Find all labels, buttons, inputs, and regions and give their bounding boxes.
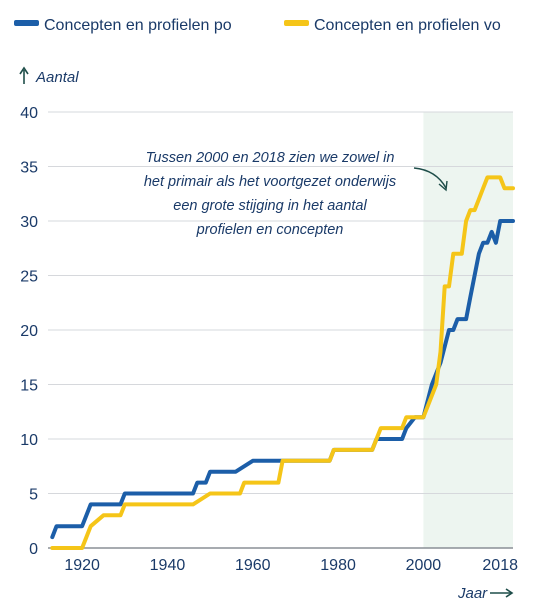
y-tick-label-25: 25 [20,269,38,286]
annotation-line-4: profielen en concepten [196,222,344,238]
annotation-arrow-icon [413,167,448,192]
y-tick-label-40: 40 [20,105,38,122]
annotation-line-2: het primair als het voortgezet onderwijs [144,174,396,190]
y-tick-label-0: 0 [29,541,38,558]
y-tick-label-20: 20 [20,323,38,340]
legend-label-vo: Concepten en profielen vo [314,17,501,34]
legend: Concepten en profielen po Concepten en p… [14,17,501,34]
legend-item-po[interactable]: Concepten en profielen po [14,17,232,34]
x-tick-label-1920: 1920 [64,557,100,574]
y-tick-label-35: 35 [20,160,38,177]
series-line-vo [50,175,515,550]
up-arrow-icon [19,66,29,84]
x-tick-label-2000: 2000 [406,557,442,574]
y-tick-label-5: 5 [29,487,38,504]
x-tick-labels: 1920 1940 1960 1980 2000 2018 [64,557,518,574]
annotation: Tussen 2000 en 2018 zien we zowel in het… [144,150,448,238]
series-line-po [50,219,515,540]
legend-swatch-vo [284,20,309,26]
x-tick-label-1960: 1960 [235,557,271,574]
right-arrow-icon [490,588,514,598]
y-tick-label-10: 10 [20,432,38,449]
annotation-line-3: een grote stijging in het aantal [173,198,367,214]
y-tick-label-30: 30 [20,214,38,231]
y-axis-title: Aantal [35,69,79,86]
x-tick-label-2018: 2018 [482,557,518,574]
x-axis-title-group: Jaar [457,585,514,602]
legend-label-po: Concepten en profielen po [44,17,232,34]
legend-item-vo[interactable]: Concepten en profielen vo [284,17,501,34]
annotation-line-1: Tussen 2000 en 2018 zien we zowel in [146,150,395,166]
y-axis-title-group: Aantal [19,66,79,86]
legend-swatch-po [14,20,39,26]
x-tick-label-1940: 1940 [150,557,186,574]
y-tick-labels: 0 5 10 15 20 25 30 35 40 [20,105,38,558]
x-tick-label-1980: 1980 [320,557,356,574]
x-axis-title: Jaar [457,585,488,602]
series-lines [50,175,515,550]
y-tick-label-15: 15 [20,378,38,395]
